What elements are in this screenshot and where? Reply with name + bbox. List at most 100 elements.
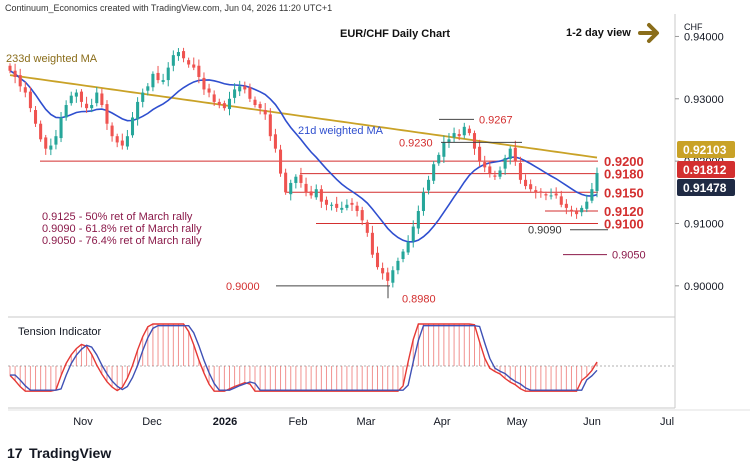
candle-body	[273, 134, 277, 149]
level-label: 0.9100	[604, 216, 644, 231]
candle-body	[166, 67, 170, 81]
candle-body	[151, 73, 155, 88]
candle-body	[54, 136, 58, 145]
candle-body	[335, 203, 339, 208]
candle-body	[238, 86, 242, 92]
candle-body	[284, 172, 288, 193]
candle-body	[171, 55, 175, 66]
candle-body	[370, 232, 374, 255]
candle-body	[309, 191, 313, 196]
candle-body	[508, 148, 512, 159]
level-label: 0.9120	[604, 204, 644, 219]
candle-body	[278, 149, 283, 174]
candle-body	[105, 104, 109, 124]
tradingview-logo[interactable]: 17 TradingView	[7, 445, 111, 461]
candle-body	[227, 98, 232, 110]
price-tag	[677, 161, 735, 178]
candle-body	[427, 179, 431, 191]
tension-line-slow	[10, 324, 598, 391]
candle-body	[74, 92, 78, 97]
candle-body	[421, 192, 425, 212]
candle-body	[365, 222, 369, 233]
candle-body	[44, 137, 48, 149]
candle-body	[90, 105, 94, 109]
candle-body	[554, 193, 558, 196]
candle-body	[222, 103, 226, 109]
candle-body	[544, 194, 548, 196]
candle-body	[355, 205, 359, 212]
candle-body	[406, 242, 410, 253]
candle-body	[478, 146, 482, 162]
candle-body	[569, 209, 574, 212]
candle-body	[396, 260, 400, 271]
retracement-note: 0.9050 - 76.4% ret of March rally	[42, 235, 202, 247]
annotation-label: 0.9050	[612, 250, 646, 262]
candle-body	[299, 174, 303, 183]
candle-body	[100, 93, 104, 106]
candle-body	[141, 92, 145, 102]
candle-body	[324, 199, 329, 205]
candle-body	[304, 183, 308, 193]
ma233-line	[9, 74, 598, 159]
candle-body	[391, 270, 395, 283]
candle-body	[457, 134, 461, 137]
candle-body	[330, 204, 334, 206]
annotation-label: 0.9090	[528, 225, 562, 237]
candle-body	[386, 272, 390, 281]
candle-body	[120, 140, 124, 146]
candle-body	[580, 207, 584, 213]
candle-body	[64, 105, 68, 118]
candle-body	[411, 226, 415, 242]
currency-label: CHF	[684, 22, 703, 32]
candle-body	[79, 91, 83, 102]
annotation-label: 0.9267	[479, 114, 513, 126]
y-tick-label: 0.94000	[684, 31, 724, 43]
candle-body	[493, 175, 497, 177]
ma233-label: 233d weighted MA	[6, 53, 98, 65]
candle-body	[130, 117, 135, 136]
price-tag	[677, 179, 735, 196]
candle-body	[595, 172, 599, 192]
x-tick-label: Jul	[660, 416, 674, 428]
candle-body	[156, 72, 160, 81]
candle-body	[136, 101, 140, 120]
candle-body	[115, 136, 119, 143]
candle-body	[289, 182, 293, 195]
candle-body	[146, 86, 150, 91]
candle-body	[503, 158, 507, 169]
right-arrow-icon	[638, 23, 659, 43]
candle-body	[350, 202, 354, 205]
candle-body	[432, 164, 436, 181]
x-tick-label: Apr	[433, 416, 450, 428]
x-tick-label: Mar	[357, 416, 376, 428]
candle-body	[217, 101, 221, 106]
candle-body	[513, 147, 517, 162]
candle-body	[416, 211, 420, 229]
price-tag-label: 0.92103	[683, 143, 727, 157]
tradingview-logo-icon: 17	[7, 445, 23, 461]
x-tick-label: Dec	[142, 416, 162, 428]
retracement-note: 0.9125 - 50% ret of March rally	[42, 211, 193, 223]
candle-body	[110, 125, 114, 137]
candle-body	[59, 117, 63, 139]
annotation-label: 0.9230	[399, 137, 433, 149]
candle-body	[33, 110, 38, 124]
ma21-label: 21d weighted MA	[298, 125, 384, 137]
candle-body	[437, 154, 441, 164]
candle-body	[202, 77, 206, 90]
candle-body	[49, 145, 53, 150]
candle-body	[187, 60, 191, 65]
candle-body	[375, 252, 380, 268]
candle-body	[381, 268, 385, 274]
level-label: 0.9200	[604, 154, 644, 169]
candle-body	[212, 94, 216, 102]
candle-body	[233, 89, 237, 98]
candle-body	[340, 207, 344, 210]
candle-body	[95, 92, 99, 104]
candle-body	[314, 189, 318, 198]
candle-body	[447, 139, 451, 143]
candle-body	[192, 64, 196, 68]
candle-body	[539, 191, 543, 193]
